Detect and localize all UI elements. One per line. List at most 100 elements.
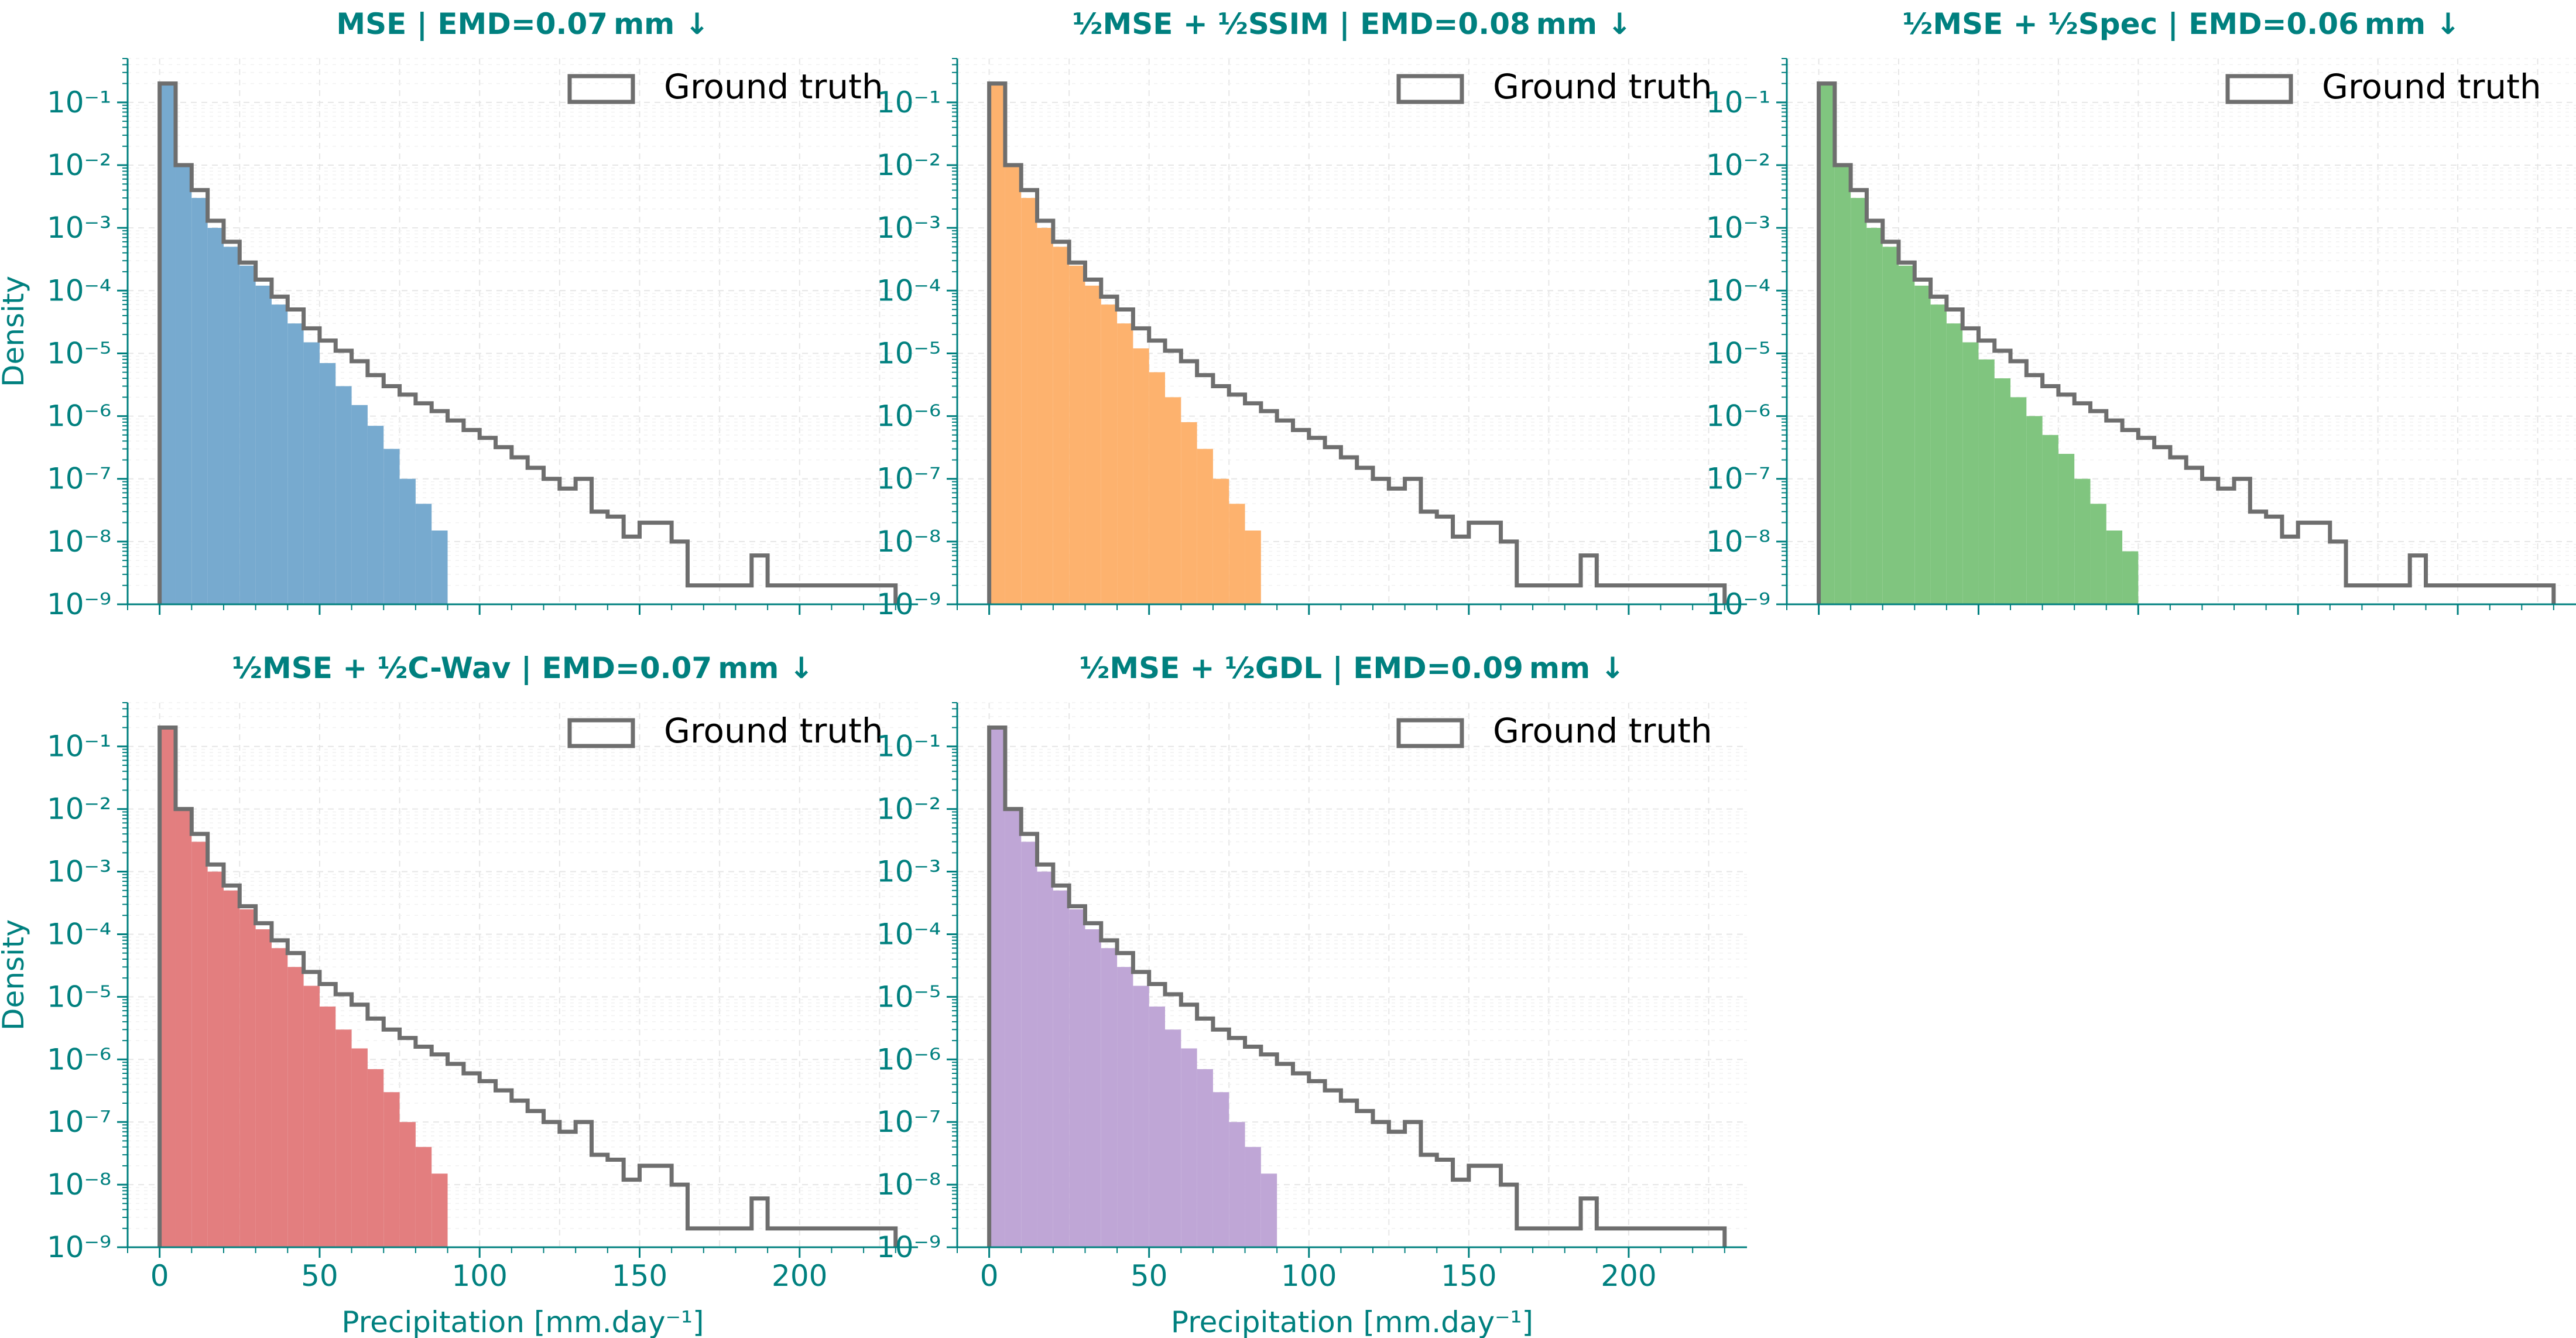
legend-swatch xyxy=(567,74,635,104)
y-tick-label: 10⁻² xyxy=(1706,148,1770,182)
histogram-bar xyxy=(335,386,352,604)
y-tick-label: 10⁻⁵ xyxy=(876,980,941,1014)
legend-label: Ground truth xyxy=(1493,711,1712,751)
histogram-bar xyxy=(1149,372,1165,604)
histogram-bar xyxy=(2042,434,2058,604)
histogram-bar xyxy=(335,1029,352,1247)
x-axis-label: Precipitation [mm.day⁻¹] xyxy=(1171,1305,1533,1338)
y-tick-label: 10⁻⁵ xyxy=(876,336,941,370)
histogram-bar xyxy=(1994,378,2011,604)
histogram-bar xyxy=(2026,416,2043,604)
histogram-bar xyxy=(207,871,224,1247)
histogram-bar xyxy=(159,83,176,604)
y-tick-label: 10⁻¹ xyxy=(1706,85,1770,119)
histogram-bar xyxy=(271,304,288,604)
title-emd: EMD=0.09 mm ↓ xyxy=(1353,651,1625,685)
y-tick-label: 10⁻⁴ xyxy=(876,273,941,307)
histogram-bar xyxy=(367,426,384,604)
histogram-bar xyxy=(1101,304,1118,604)
chart-panel: 10⁻⁹ 10⁻⁸ 10⁻⁷ 10⁻⁶ 10⁻⁵ 10⁻⁴ 10⁻³ 10⁻² 10⁻¹ Dens… xyxy=(0,7,918,621)
histogram-bar xyxy=(431,1173,448,1247)
histogram-bar xyxy=(1245,1147,1261,1247)
ground-truth-step-line xyxy=(987,726,1727,1247)
title-emd: EMD=0.07 mm ↓ xyxy=(542,651,814,685)
y-tick-label: 10⁻⁶ xyxy=(47,1042,111,1076)
histogram-bar xyxy=(1181,422,1197,604)
histogram-bar xyxy=(207,228,224,604)
legend-label: Ground truth xyxy=(2322,67,2541,107)
y-tick-label: 10⁻³ xyxy=(47,211,111,245)
y-tick-label: 10⁻¹ xyxy=(47,85,111,119)
chart-title: ½MSE + ½Spec | EMD=0.06 mm ↓ xyxy=(1903,7,2461,41)
histogram-bar xyxy=(319,363,336,604)
x-tick-label: 150 xyxy=(612,1259,667,1293)
ground-truth-step-line xyxy=(987,81,1727,604)
legend: Ground truth xyxy=(1396,67,1712,107)
y-axis-label: Density xyxy=(0,919,30,1031)
chart-title: MSE | EMD=0.07 mm ↓ xyxy=(336,7,709,41)
x-axis-label: Precipitation [mm.day⁻¹] xyxy=(341,1305,704,1338)
histogram-bar xyxy=(175,165,192,605)
y-tick-label: 10⁻⁶ xyxy=(876,399,941,433)
y-tick-label: 10⁻⁵ xyxy=(1706,336,1770,370)
y-tick-label: 10⁻⁵ xyxy=(47,980,111,1014)
x-tick-label: 100 xyxy=(451,1259,507,1293)
histogram-bar xyxy=(1133,985,1149,1247)
histogram-bar xyxy=(351,405,368,604)
y-tick-label: 10⁻⁸ xyxy=(876,1168,941,1202)
chart-panel: 0 50 100 150 200 10⁻⁹ 10⁻⁸ 10⁻⁷ 10⁻⁶ 10⁻⁵ 10⁻⁴ 10⁻³… xyxy=(0,651,918,1338)
histogram-bar xyxy=(2106,530,2123,604)
y-tick-label: 10⁻⁸ xyxy=(1706,525,1770,559)
y-tick-label: 10⁻⁷ xyxy=(1706,462,1770,496)
y-tick-label: 10⁻⁵ xyxy=(47,336,111,370)
histogram-bar xyxy=(1946,323,1963,604)
histogram-bar xyxy=(175,809,192,1247)
histogram-bar xyxy=(1053,247,1070,604)
histogram-bar xyxy=(415,504,432,604)
title-emd: EMD=0.06 mm ↓ xyxy=(2188,7,2460,41)
histogram-bar xyxy=(1212,1092,1229,1247)
histogram-bar xyxy=(2058,454,2075,604)
histogram-bar xyxy=(1133,348,1149,604)
chart-title: ½MSE + ½SSIM | EMD=0.08 mm ↓ xyxy=(1073,7,1632,41)
x-tick-label: 0 xyxy=(980,1259,999,1293)
histogram-bar xyxy=(1914,285,1931,604)
histogram-bar xyxy=(989,727,1005,1247)
y-tick-label: 10⁻⁴ xyxy=(1706,273,1770,307)
histogram-bar xyxy=(1069,909,1085,1247)
y-tick-label: 10⁻⁷ xyxy=(876,1105,941,1139)
histogram-bar xyxy=(415,1147,432,1247)
histogram-bar xyxy=(223,890,240,1247)
histogram-bar xyxy=(1212,478,1229,604)
title-emd: EMD=0.07 mm ↓ xyxy=(437,7,709,41)
legend-label: Ground truth xyxy=(1493,67,1712,107)
ground-truth-step-line xyxy=(157,726,898,1247)
y-tick-label: 10⁻³ xyxy=(876,211,941,245)
histogram-bar xyxy=(399,1122,416,1247)
x-tick-label: 50 xyxy=(301,1259,338,1293)
title-separator: | xyxy=(406,7,437,41)
legend-swatch xyxy=(1396,718,1464,748)
histogram-bar xyxy=(1037,871,1053,1247)
y-tick-label: 10⁻¹ xyxy=(876,730,941,764)
y-tick-label: 10⁻⁸ xyxy=(876,525,941,559)
histogram-bar xyxy=(1260,1173,1277,1247)
y-tick-label: 10⁻⁴ xyxy=(876,917,941,951)
histogram-bar xyxy=(1229,504,1245,604)
x-tick-label: 150 xyxy=(1441,1259,1496,1293)
y-tick-label: 10⁻⁹ xyxy=(876,587,941,621)
histogram-bar xyxy=(1882,247,1899,604)
x-tick-label: 200 xyxy=(772,1259,827,1293)
histogram-bar xyxy=(351,1048,368,1247)
histogram-bar xyxy=(1037,228,1053,604)
histogram-bar xyxy=(1005,809,1022,1247)
histogram-bar xyxy=(2122,551,2139,604)
y-tick-label: 10⁻⁹ xyxy=(1706,587,1770,621)
histogram-bar xyxy=(239,909,256,1247)
histogram-bar xyxy=(159,727,176,1247)
title-separator: | xyxy=(2157,7,2188,41)
histogram-bar xyxy=(431,530,448,604)
y-tick-label: 10⁻⁹ xyxy=(876,1230,941,1264)
histogram-bar xyxy=(2090,504,2106,604)
